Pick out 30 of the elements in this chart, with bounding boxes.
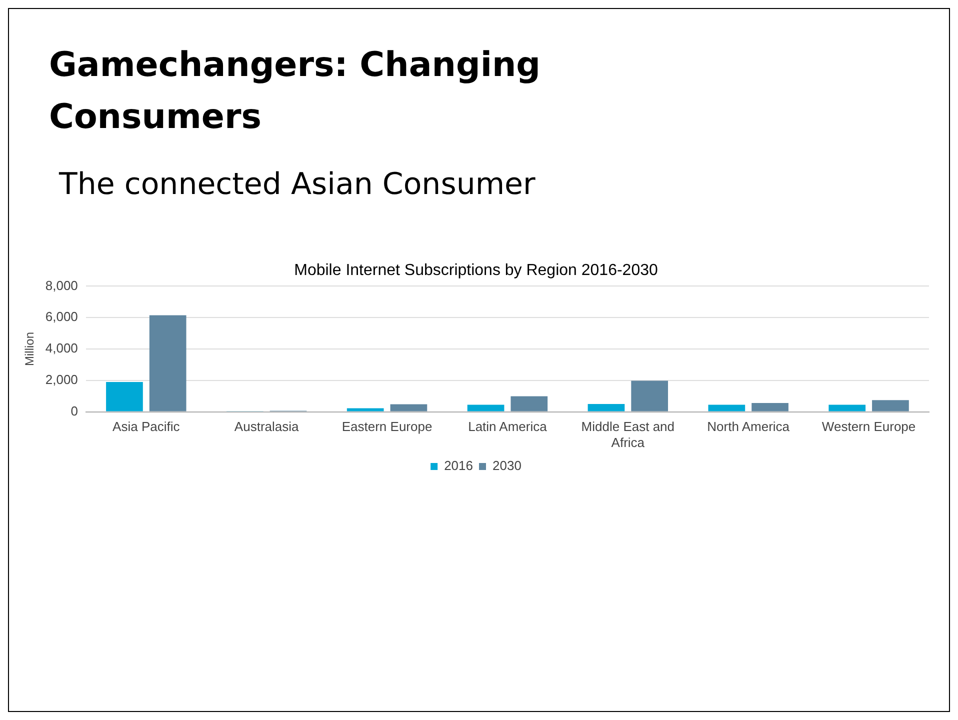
chart-subtitle: The connected Asian Consumer	[59, 167, 536, 202]
bar	[631, 380, 668, 412]
text: Mobile Internet Subscriptions by Region 2016-2030	[294, 262, 658, 280]
bar	[346, 408, 384, 412]
x-tick-label: Western Europe	[822, 419, 916, 434]
x-tick-label: Asia Pacific	[112, 419, 180, 434]
chart-title: Gamechangers: Changing Consumers	[49, 44, 542, 139]
bar	[149, 315, 186, 412]
bar	[588, 404, 625, 412]
y-axis-title: Million	[22, 332, 37, 366]
x-tick-label: Latin America	[468, 419, 548, 434]
bar	[467, 404, 504, 412]
bar	[510, 396, 548, 412]
legend-label: 2016	[444, 458, 473, 474]
y-tick-label: 2,000	[45, 372, 78, 387]
bar	[828, 404, 866, 412]
legend-label: 2030	[492, 458, 522, 474]
y-tick-label: 0	[70, 403, 78, 418]
bar	[872, 400, 909, 412]
x-tick-label: Australasia	[234, 419, 300, 434]
y-tick-label: 6,000	[45, 309, 78, 324]
y-tick-label: 4,000	[45, 340, 78, 356]
bar	[106, 382, 143, 412]
x-tick-label: North America	[707, 419, 790, 434]
y-tick-label: 8,000	[45, 278, 78, 293]
bar	[390, 404, 428, 412]
bar	[708, 404, 746, 412]
bar	[752, 403, 788, 412]
x-tick-label: Eastern Europe	[342, 419, 432, 434]
x-tick-label: Middle East and Africa	[581, 419, 675, 450]
